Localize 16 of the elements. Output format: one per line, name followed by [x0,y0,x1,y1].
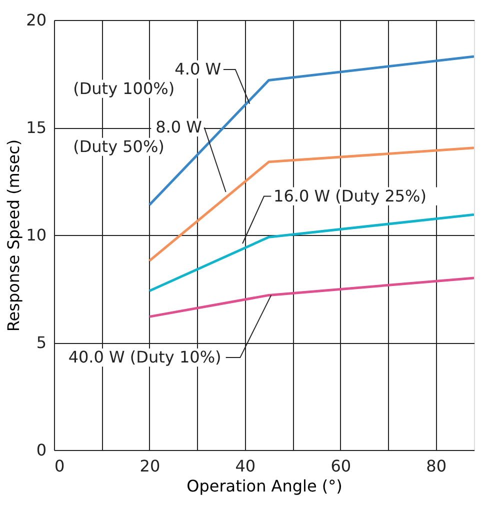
x-tick-label: 20 [140,456,160,476]
x-tick-label: 0 [54,456,65,476]
x-tick-label: 60 [330,456,352,476]
series-label: 4.0 W (Duty 100%) [73,59,222,98]
y-tick-label: 0 [36,440,46,460]
text: 40.0 W (Duty 10%) [68,348,222,367]
y-axis-title: Response Speed (msec) [4,139,24,332]
y-tick-label: 20 [26,10,46,30]
y-tick-label: 10 [26,226,46,244]
series-label: 16.0 W (Duty 25%) [274,186,426,206]
x-tick-label: 80 [426,456,446,476]
y-tick-label: 15 [26,118,46,137]
x-tick-label: 40 [235,456,256,476]
x-axis-title: Operation Angle (°) [186,476,342,496]
text: 8.0 W (Duty 50%) [73,118,202,156]
y-tick-label: 5 [36,333,46,352]
